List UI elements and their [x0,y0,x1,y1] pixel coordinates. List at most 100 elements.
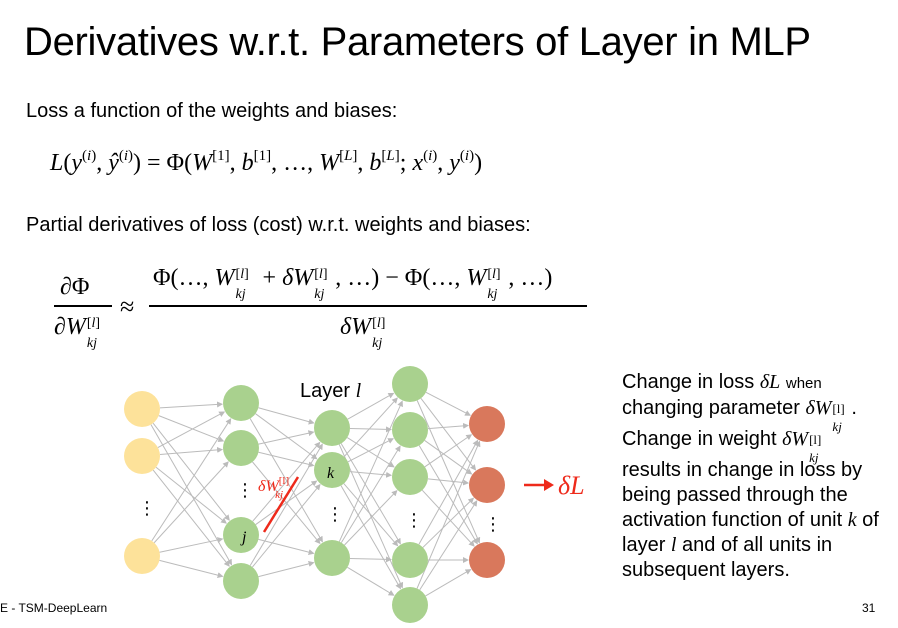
network-edge [346,437,395,468]
network-edge [258,451,315,468]
network-edge [349,426,393,433]
hidden1-node [223,517,259,553]
network-edge [343,397,398,458]
network-edge [249,443,323,566]
input-node [124,538,160,574]
hidden1-node [223,563,259,599]
side-line-1: Change in loss δL when [622,371,822,393]
network-edge [151,418,232,542]
network-edge [347,392,395,420]
input-node [124,438,160,474]
eq2-rhs-denominator: δW [l] kj [340,314,386,351]
network-edge [252,441,321,522]
input-dots: ⋮ [138,498,156,519]
network-edge [349,556,393,563]
delta-w-label: δW[l] kj [258,475,289,501]
network-edges [150,391,481,597]
network-edge [158,415,225,442]
network-edge [424,434,473,468]
fraction-line [54,305,112,307]
network-edge [425,391,472,416]
network-edge [425,569,472,597]
intro-partial-text: Partial derivatives of loss (cost) w.r.t… [26,214,531,236]
network-nodes [124,366,505,623]
network-edge [344,489,398,546]
hidden3-node [392,412,428,448]
hidden3-node [392,542,428,578]
network-edge [159,401,224,409]
hidden3-dots: ⋮ [405,510,423,531]
network-edge [249,418,323,543]
hidden2-node [314,452,350,488]
side-line-2: changing parameter δW [l] kj. [622,397,857,434]
network-edge [347,438,394,463]
approx-symbol: ≈ [120,292,135,321]
network-edge [255,480,318,525]
delta-l-label: δL [558,471,585,500]
eq2-rhs-numerator: Φ(…, W [l] kj + δW [l] kj, …) − Φ(…, W [l] kj,… [153,265,553,302]
network-edge [150,424,233,566]
rhs-fraction-line [149,305,587,307]
hidden2-node [314,410,350,446]
hidden3-node [392,459,428,495]
node-k-label: k [327,465,335,482]
side-explanation: Change in loss δL when changing paramete… [622,370,892,583]
loss-equation: L(y(i), ŷ(i)) = Φ(W[1], b[1], …, W[L], b… [50,148,483,177]
network-edge [347,566,395,596]
network-edge [427,478,470,486]
output-dots: ⋮ [484,514,502,535]
network-edge [258,430,315,445]
hidden2-dots: ⋮ [326,504,344,525]
network-edge [418,439,479,545]
network-edge [343,483,399,547]
delta-l-arrowhead [544,479,554,491]
network-edge [340,485,401,590]
network-edge [418,445,478,545]
network-edge [421,489,475,547]
network-edge [159,559,224,579]
intro-loss-text: Loss a function of the weights and biase… [26,100,398,122]
layer-label: Layer l [300,380,362,402]
network-edge [420,398,477,471]
network-edge [427,422,470,430]
network-edge [349,471,393,478]
highlighted-weight-edge [262,476,300,533]
network-edge [416,400,481,544]
input-node [124,391,160,427]
network-edge [258,560,315,578]
network-edge [424,440,473,475]
page-title: Derivatives w.r.t. Parameters of Layer i… [24,20,811,64]
hidden1-node [223,430,259,466]
footer-text: E - TSM-DeepLearn [0,601,108,615]
hidden3-node [392,587,428,623]
node-j-label: j [240,529,247,546]
network-edge [152,469,230,567]
network-edge [422,497,475,548]
side-line-3: Change in weight δW [l] kj [622,428,822,465]
network-edge [258,538,315,556]
network-edge [155,466,227,524]
mlp-diagram: Layer l k j ⋮ ⋮ ⋮ ⋮ ⋮ δW[l] kj δL [124,366,585,623]
hidden2-node [314,540,350,576]
eq2-numerator: ∂Φ [60,274,90,300]
network-edge [255,413,318,460]
hidden3-node [392,366,428,402]
side-paragraph: results in change in loss by being passe… [622,459,879,581]
network-edge [153,461,229,544]
network-edge [157,411,226,448]
network-edge [252,483,321,568]
hidden1-dots: ⋮ [236,480,254,501]
network-edge [152,422,230,521]
output-node [469,542,505,578]
output-node [469,406,505,442]
network-edge [159,446,224,456]
hidden1-node [223,385,259,421]
network-edge [419,500,478,591]
network-edge [258,407,315,425]
output-node [469,467,505,503]
partial-derivative-equation: ∂Φ ∂W [l] kj ≈ Φ(…, W [l] kj + δW [l] kj, …) −… [50,262,610,362]
eq2-denominator: ∂W [l] kj [54,314,101,351]
network-edge [340,445,401,543]
network-edge [159,537,224,553]
network-edge [338,400,403,542]
